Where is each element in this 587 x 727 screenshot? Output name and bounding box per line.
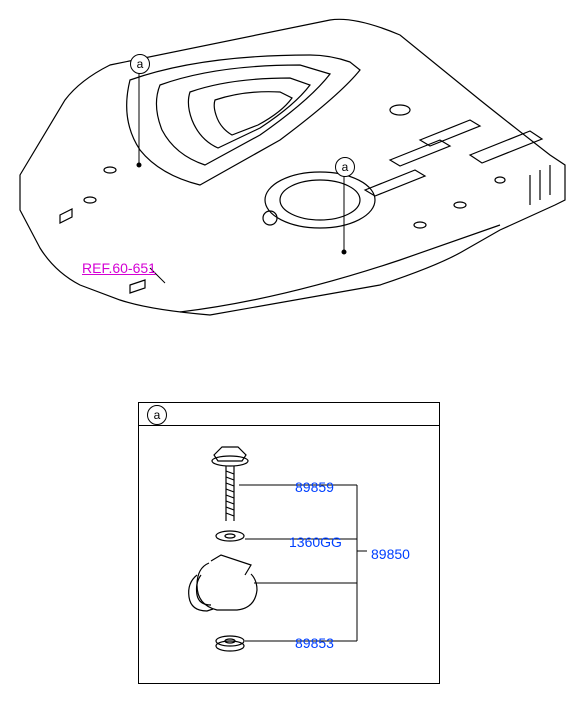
diagram-container: a a REF.60-651 a [0, 0, 587, 727]
ref-link-text[interactable]: REF.60-651 [82, 260, 156, 276]
detail-box-a: a [138, 402, 440, 684]
label-89850[interactable]: 89850 [371, 546, 410, 562]
label-89859-text: 89859 [295, 479, 334, 495]
ref-link[interactable]: REF.60-651 [82, 260, 156, 276]
label-89853-text: 89853 [295, 635, 334, 651]
ref-letter-a-2-text: a [342, 160, 349, 174]
ref-letter-a-1-text: a [137, 57, 144, 71]
ref-letter-a-1: a [130, 54, 150, 74]
label-1360gg[interactable]: 1360GG [289, 534, 342, 550]
label-89850-text: 89850 [371, 546, 410, 562]
label-1360gg-text: 1360GG [289, 534, 342, 550]
ref-letter-a-2: a [335, 157, 355, 177]
floor-panel-drawing [0, 0, 587, 400]
label-89853[interactable]: 89853 [295, 635, 334, 651]
label-89859[interactable]: 89859 [295, 479, 334, 495]
